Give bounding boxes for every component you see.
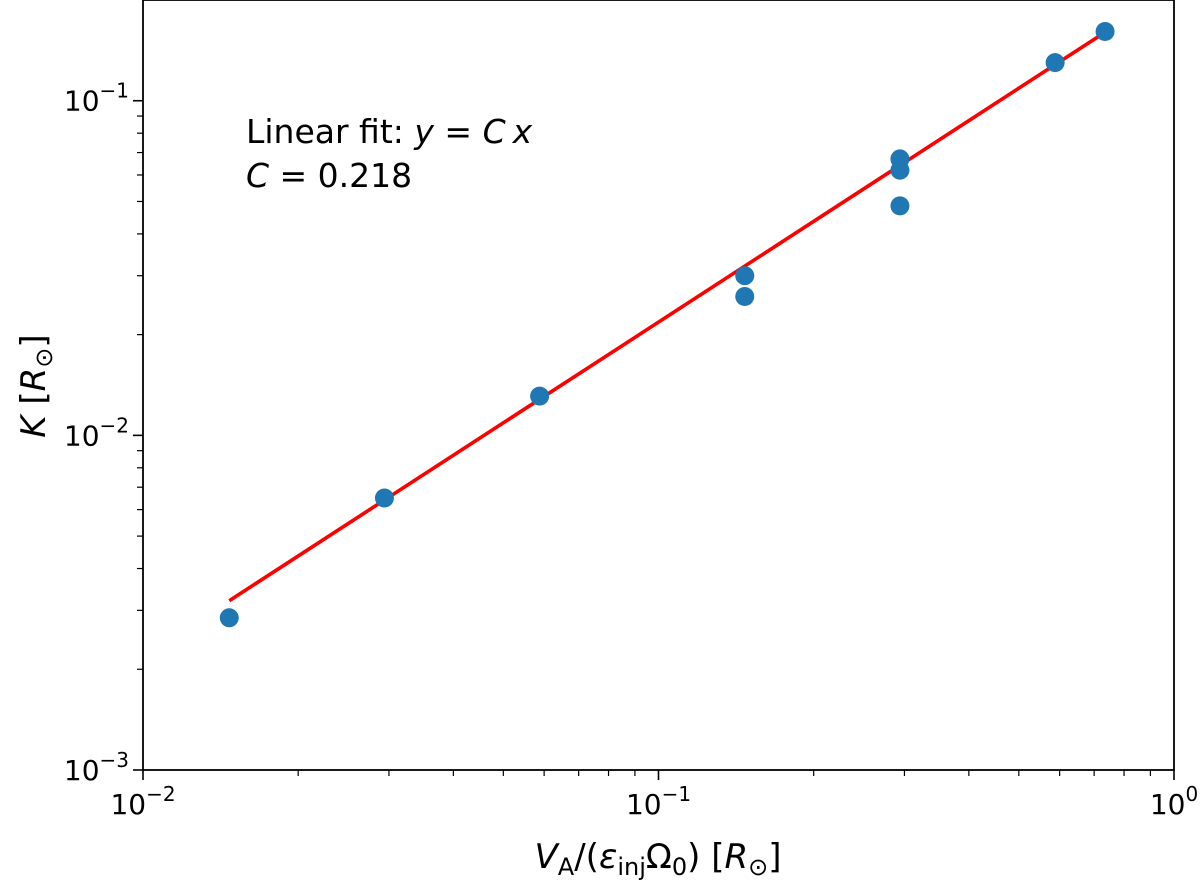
x-tick-label: 10−1 xyxy=(626,782,691,821)
x-tick-label: 100 xyxy=(1150,782,1198,821)
fit-line xyxy=(228,30,1107,603)
data-point xyxy=(890,160,910,180)
y-tick-label: 10−1 xyxy=(64,79,129,118)
data-point xyxy=(1045,53,1065,73)
y-tick-label: 10−2 xyxy=(64,413,129,452)
x-tick-labels: 10−2 10−1 100 xyxy=(110,782,1198,821)
x-axis-label: VA/(εinjΩ0) [R⊙] xyxy=(535,837,782,881)
data-point xyxy=(735,266,755,286)
major-ticks xyxy=(133,99,1175,780)
data-point xyxy=(219,608,239,628)
x-tick-label: 10−2 xyxy=(110,782,175,821)
data-point xyxy=(735,287,755,307)
y-tick-label: 10−3 xyxy=(64,748,129,787)
data-points xyxy=(219,22,1115,628)
data-point xyxy=(890,196,910,216)
fit-annotation-line-2: C = 0.218 xyxy=(246,156,412,195)
plot-area-frame xyxy=(142,0,1175,771)
y-tick-labels: 10−3 10−2 10−1 xyxy=(64,79,129,787)
y-axis-label: K [R⊙] xyxy=(14,334,58,437)
minor-ticks xyxy=(137,115,1152,776)
fit-line-group xyxy=(228,30,1107,603)
data-point xyxy=(1095,22,1115,42)
data-point xyxy=(530,386,550,406)
data-point xyxy=(374,488,394,508)
